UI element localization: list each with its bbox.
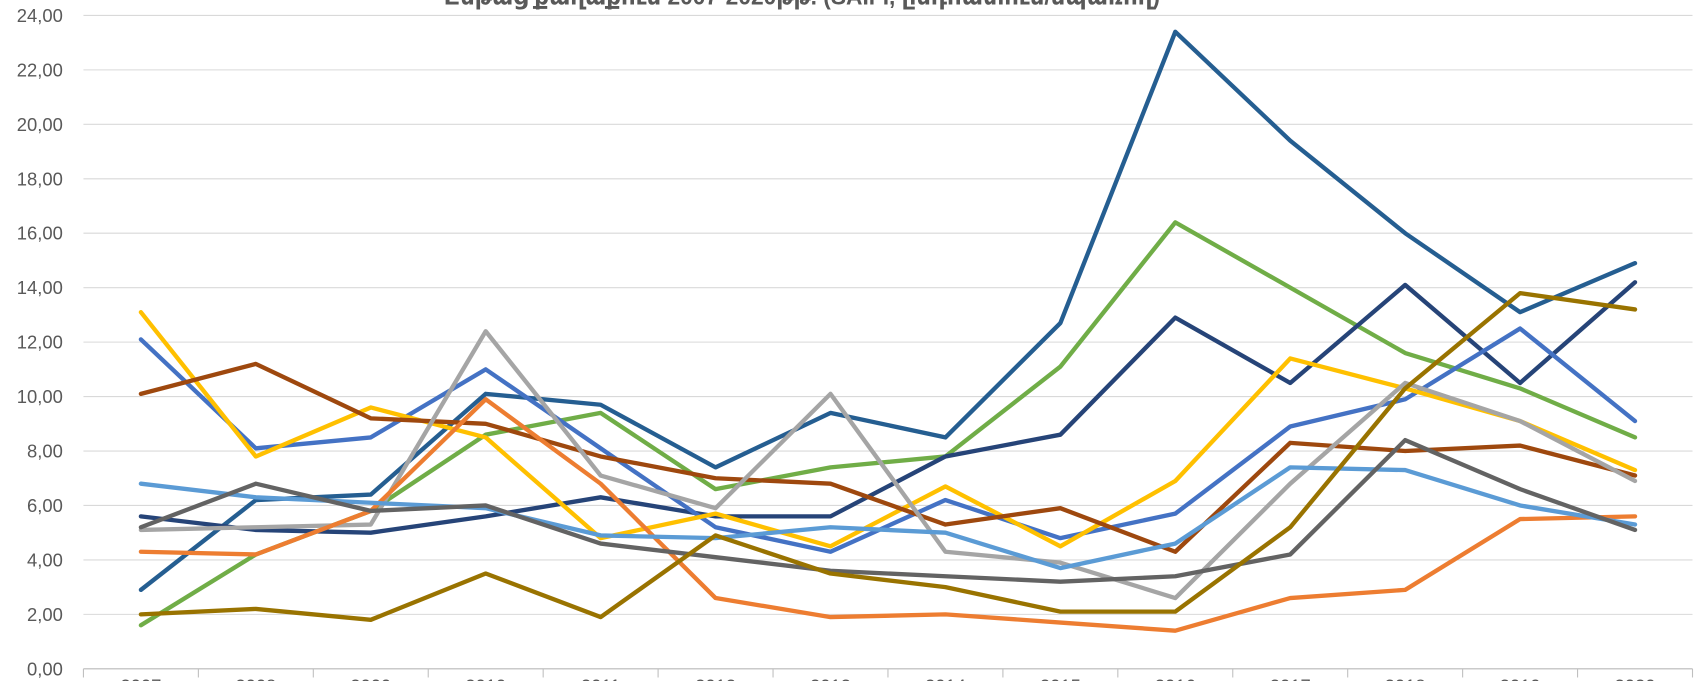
- series-line: [138, 290, 1638, 622]
- x-tick-label: 2010: [465, 676, 506, 681]
- y-tick-label: 24,00: [17, 5, 63, 26]
- x-tick-label: 2007: [120, 676, 161, 681]
- y-tick-label: 12,00: [17, 332, 63, 353]
- x-tick-label: 2016: [1155, 676, 1196, 681]
- x-tick-label: 2019: [1500, 676, 1541, 681]
- y-tick-label: 2,00: [27, 604, 63, 625]
- y-tick-label: 8,00: [27, 441, 63, 462]
- x-tick-label: 2018: [1385, 676, 1426, 681]
- y-tick-label: 4,00: [27, 549, 63, 570]
- series-line: [138, 465, 1638, 571]
- x-tick-label: 2011: [581, 676, 621, 681]
- x-tick-label: 2017: [1270, 676, 1311, 681]
- series-line: [138, 220, 1638, 628]
- x-tick-label: 2013: [810, 676, 851, 681]
- y-tick-label: 14,00: [17, 277, 63, 298]
- y-tick-label: 22,00: [17, 59, 63, 80]
- y-tick-label: 0,00: [27, 658, 63, 679]
- series-line: [138, 361, 1638, 554]
- series-line: [138, 310, 1638, 549]
- series-line: [138, 326, 1638, 554]
- y-tick-label: 18,00: [17, 168, 63, 189]
- series-line: [138, 280, 1638, 535]
- series-line: [138, 397, 1638, 633]
- y-tick-label: 6,00: [27, 495, 63, 516]
- x-tick-label: 2008: [235, 676, 276, 681]
- y-tick-label: 10,00: [17, 386, 63, 407]
- series-line: [138, 329, 1638, 601]
- x-tick-label: 2014: [925, 676, 966, 681]
- chart-title: Ընթաց քաղաքում 2007-2020թթ. (SAIFI, ընդհ…: [444, 0, 1160, 10]
- x-tick-label: 2012: [695, 676, 736, 681]
- series-line: [138, 29, 1638, 593]
- x-tick-label: 2020: [1615, 676, 1656, 681]
- x-tick-label: 2015: [1040, 676, 1081, 681]
- x-tick-label: 2009: [350, 676, 391, 681]
- y-tick-label: 20,00: [17, 114, 63, 135]
- y-tick-label: 16,00: [17, 223, 63, 244]
- series-line: [138, 437, 1638, 584]
